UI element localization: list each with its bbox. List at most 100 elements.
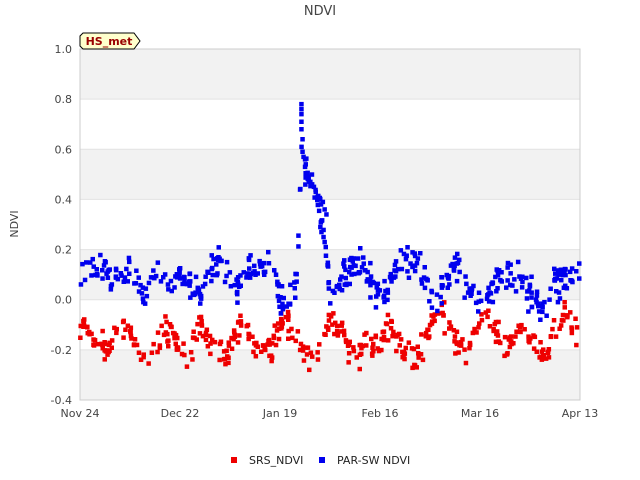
data-point xyxy=(159,323,164,329)
data-point xyxy=(221,357,227,362)
data-point xyxy=(120,319,126,325)
data-point xyxy=(551,318,557,323)
data-point xyxy=(401,251,407,257)
data-point xyxy=(457,269,462,275)
data-point xyxy=(136,275,141,280)
data-point xyxy=(272,323,277,328)
data-point xyxy=(161,275,166,280)
data-point xyxy=(319,218,325,223)
site-badge-shape xyxy=(79,32,141,50)
data-point xyxy=(385,338,391,343)
data-point xyxy=(272,268,277,273)
data-point xyxy=(158,279,164,284)
data-point xyxy=(317,342,322,347)
data-point xyxy=(328,301,333,306)
data-point xyxy=(434,292,440,297)
data-point xyxy=(562,305,567,310)
data-point xyxy=(412,251,417,256)
data-point xyxy=(513,334,518,339)
data-point xyxy=(495,273,501,278)
data-point xyxy=(125,323,131,328)
data-point xyxy=(548,286,553,291)
data-point xyxy=(452,255,458,260)
data-point xyxy=(514,329,519,334)
data-point xyxy=(216,245,221,250)
y-axis-ticks: 1.0 0.8 0.6 0.4 0.2 0.0 -0.2 -0.4 xyxy=(51,43,72,407)
data-point xyxy=(80,261,85,267)
data-point xyxy=(454,341,460,347)
data-point xyxy=(226,340,231,345)
data-point xyxy=(103,349,109,354)
data-point xyxy=(205,344,211,349)
x-tick-label: Nov 24 xyxy=(61,407,100,420)
data-point xyxy=(295,329,301,334)
data-point xyxy=(533,297,539,302)
data-point xyxy=(210,337,215,343)
data-point xyxy=(394,348,399,354)
data-point xyxy=(469,291,474,296)
data-point xyxy=(100,346,105,351)
data-point xyxy=(517,274,522,279)
data-point xyxy=(448,263,454,268)
data-point xyxy=(169,324,174,330)
data-point xyxy=(102,341,108,347)
data-point xyxy=(458,339,464,345)
data-point xyxy=(292,280,297,285)
data-point xyxy=(494,289,499,294)
y-tick-label: 0.0 xyxy=(55,294,73,307)
data-point xyxy=(369,336,374,342)
data-point xyxy=(573,316,578,321)
data-point xyxy=(267,337,272,343)
data-point xyxy=(455,251,460,257)
data-point xyxy=(423,334,429,339)
data-point xyxy=(495,333,501,338)
data-point xyxy=(131,342,137,348)
data-point xyxy=(540,304,545,310)
data-point xyxy=(277,304,282,309)
data-point xyxy=(375,281,381,287)
data-point xyxy=(226,355,231,360)
data-point xyxy=(509,341,514,347)
data-point xyxy=(442,300,447,305)
data-point xyxy=(308,350,314,355)
data-point xyxy=(141,299,146,305)
data-point xyxy=(426,327,431,332)
data-point xyxy=(364,343,369,348)
data-point xyxy=(228,284,234,289)
data-point xyxy=(346,351,352,356)
data-point xyxy=(188,279,193,284)
data-point xyxy=(357,366,362,372)
data-point xyxy=(493,274,498,280)
x-tick-label: Feb 16 xyxy=(362,407,399,420)
data-point xyxy=(109,338,115,343)
data-point xyxy=(493,339,499,345)
data-point xyxy=(577,261,582,266)
data-point xyxy=(232,282,237,288)
data-point xyxy=(335,331,341,336)
data-point xyxy=(188,295,193,300)
data-point xyxy=(128,333,134,339)
data-point xyxy=(531,346,537,351)
data-point xyxy=(374,285,379,290)
data-point xyxy=(419,281,425,286)
data-point xyxy=(166,344,171,349)
data-point xyxy=(495,286,500,291)
data-point xyxy=(286,313,291,318)
data-point xyxy=(124,266,129,272)
data-point xyxy=(382,299,387,305)
data-point xyxy=(81,323,87,329)
data-point xyxy=(263,347,268,353)
data-point xyxy=(294,271,299,277)
data-point xyxy=(123,327,128,332)
data-point xyxy=(300,344,306,349)
data-point xyxy=(157,345,163,351)
data-point xyxy=(217,341,223,347)
data-point xyxy=(315,194,320,200)
data-point xyxy=(237,333,242,338)
data-point xyxy=(442,331,447,336)
data-point xyxy=(553,334,559,339)
data-point xyxy=(177,270,182,275)
data-point xyxy=(238,319,244,324)
data-point xyxy=(416,351,421,356)
data-point xyxy=(567,269,573,275)
